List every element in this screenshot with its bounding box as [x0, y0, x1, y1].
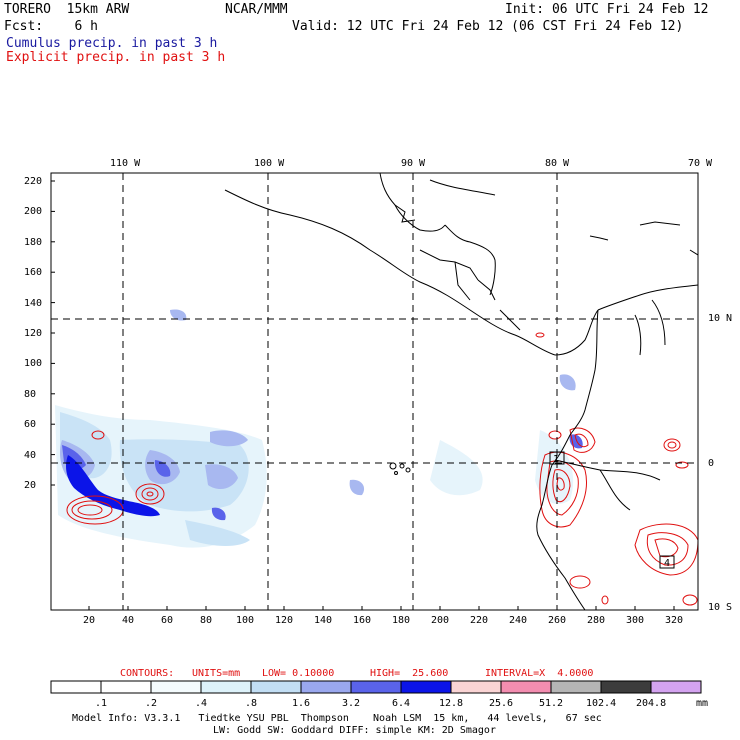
box-label-1: 1: [553, 454, 559, 465]
x-tick-label: 200: [431, 615, 450, 626]
axis-ticks: [51, 180, 675, 610]
map-frame: [50, 172, 699, 611]
explicit-field-label: Explicit precip. in past 3 h: [6, 50, 226, 65]
colorbar-label: .1: [95, 698, 108, 709]
cumulus-field-label: Cumulus precip. in past 3 h: [6, 36, 218, 51]
y-tick-label: 220: [24, 176, 43, 187]
y-tick-label: 40: [24, 449, 37, 461]
x-tick-label: 100: [236, 615, 255, 626]
coastlines-borders: [224, 173, 698, 610]
x-tick-label: 160: [353, 615, 372, 626]
valid-time: Valid: 12 UTC Fri 24 Feb 12 (06 CST Fri …: [292, 19, 684, 34]
colorbar-label: 204.8: [636, 698, 667, 709]
contour-units: UNITS=mm: [192, 668, 241, 679]
contour-low: LOW= 0.10000: [262, 668, 335, 679]
x-tick-label: 40: [122, 615, 135, 626]
colorbar-label: 25.6: [489, 698, 514, 709]
y-tick-label: 120: [24, 328, 43, 339]
x-tick-label: 180: [392, 615, 411, 626]
y-tick-label: 100: [24, 358, 43, 370]
x-tick-label: 260: [548, 615, 567, 626]
y-tick-label: 200: [24, 206, 43, 218]
center-label: NCAR/MMM: [225, 2, 288, 17]
cumulus-precip-shading: [55, 309, 583, 548]
colorbar-unit: mm: [696, 698, 709, 709]
y-tick-label: 180: [24, 236, 43, 248]
x-tick-label: 20: [83, 615, 96, 626]
lon-label: 70 W: [688, 158, 713, 169]
lon-label: 100 W: [254, 158, 285, 169]
y-tick-label: 60: [24, 419, 37, 431]
x-tick-label: 240: [509, 615, 528, 626]
x-tick-label: 220: [470, 615, 489, 626]
model-title: TORERO 15km ARW: [4, 2, 130, 17]
lat-label: 10 S: [708, 602, 733, 613]
init-time: Init: 06 UTC Fri 24 Feb 12: [505, 2, 709, 17]
forecast-hour: Fcst: 6 h: [4, 19, 98, 34]
lat-label: 0: [708, 458, 715, 469]
colorbar-label: .8: [245, 698, 258, 709]
contours-label: CONTOURS:: [120, 668, 175, 679]
colorbar-label: 1.6: [292, 698, 311, 709]
y-tick-label: 140: [24, 297, 43, 309]
lat-label: 10 N: [708, 313, 733, 324]
contour-interval: INTERVAL=X 4.0000: [485, 668, 594, 679]
lat-lon-grid: [51, 173, 698, 610]
lon-label: 80 W: [545, 158, 570, 169]
x-tick-label: 60: [161, 615, 174, 626]
y-tick-label: 80: [24, 388, 37, 400]
box-label-4: 4: [664, 558, 670, 569]
colorbar-label: .2: [145, 698, 158, 709]
x-tick-label: 140: [314, 615, 333, 626]
explicit-precip-contours: [66, 332, 698, 606]
y-tick-label: 20: [24, 480, 37, 491]
x-tick-label: 280: [587, 615, 606, 626]
x-tick-label: 120: [275, 615, 294, 626]
colorbar-label: 3.2: [342, 698, 361, 709]
model-info: Model Info: V3.3.1 Tiedtke YSU PBL Thomp…: [72, 713, 602, 724]
colorbar-label: 12.8: [439, 698, 464, 709]
colorbar-label: 102.4: [586, 698, 617, 709]
y-tick-label: 160: [24, 267, 43, 279]
physics-info: LW: Godd SW: Goddard DIFF: simple KM: 2D…: [213, 725, 496, 736]
lon-label: 110 W: [110, 158, 141, 169]
x-tick-label: 320: [665, 615, 684, 626]
colorbar-label: 6.4: [392, 698, 411, 709]
x-tick-label: 300: [626, 615, 645, 626]
colorbar-label: .4: [195, 698, 208, 709]
x-tick-label: 80: [200, 615, 213, 626]
colorbar-label: 51.2: [539, 698, 564, 709]
lon-label: 90 W: [401, 158, 426, 169]
contour-high: HIGH= 25.600: [370, 668, 449, 679]
